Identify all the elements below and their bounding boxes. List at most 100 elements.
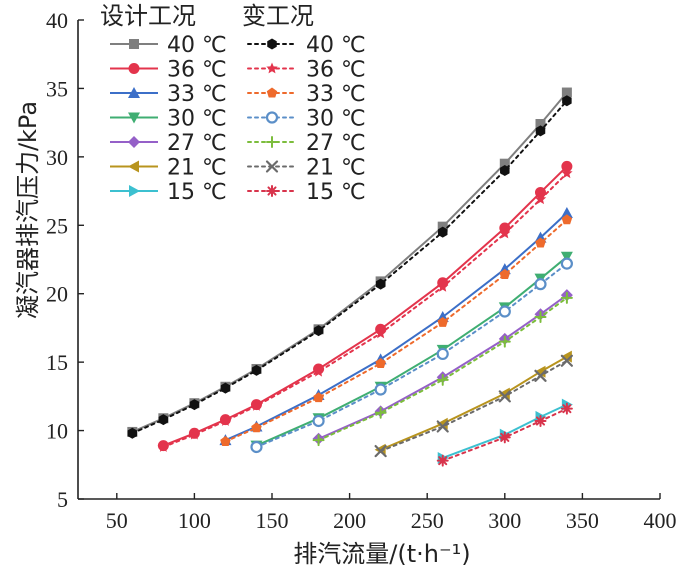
data-point <box>189 399 200 411</box>
legend-item: 27 ℃ <box>247 131 366 156</box>
data-point <box>128 160 139 173</box>
legend-item: 30 ℃ <box>110 107 227 132</box>
data-point <box>499 158 510 169</box>
legend-item: 15 ℃ <box>247 180 366 205</box>
data-point <box>437 226 448 238</box>
legend-label: 21 ℃ <box>167 156 227 181</box>
series-line <box>318 294 568 440</box>
legend-label: 30 ℃ <box>167 107 227 132</box>
y-tick-label: 10 <box>46 419 68 444</box>
data-point <box>374 383 387 396</box>
data-point <box>250 399 263 411</box>
data-point <box>560 354 573 367</box>
data-point <box>500 165 510 177</box>
series-line <box>163 165 568 447</box>
legend-label: 33 ℃ <box>167 82 227 107</box>
data-point <box>128 136 140 148</box>
plot-series <box>127 87 573 467</box>
data-point <box>561 87 572 98</box>
legend-label: 36 ℃ <box>167 58 227 83</box>
data-point <box>436 373 449 386</box>
data-point <box>499 227 511 239</box>
data-point <box>128 63 140 74</box>
legend-group-title-variable: 变工况 <box>242 2 314 30</box>
data-point <box>498 387 510 400</box>
x-tick-label: 50 <box>106 508 128 533</box>
data-point <box>266 87 278 98</box>
series-line <box>256 256 568 447</box>
legend-item: 36 ℃ <box>110 58 227 83</box>
data-point <box>498 335 511 348</box>
data-point <box>560 206 573 218</box>
data-point <box>128 87 140 98</box>
series-line <box>441 407 568 462</box>
legend-item: 21 ℃ <box>247 156 366 181</box>
series-variable-10 <box>250 257 573 454</box>
legend-item: 40 ℃ <box>247 33 366 58</box>
data-point <box>266 136 278 148</box>
x-tick-label: 300 <box>488 508 521 533</box>
data-point <box>267 38 277 50</box>
legend-label: 36 ℃ <box>306 58 366 83</box>
series-line <box>224 212 568 442</box>
data-point <box>437 280 449 292</box>
data-point <box>436 420 449 433</box>
data-point <box>265 111 279 124</box>
legend-item: 33 ℃ <box>247 82 366 107</box>
series-line <box>442 403 568 459</box>
y-tick-label: 20 <box>46 282 68 307</box>
data-point <box>534 278 547 291</box>
data-point <box>560 257 573 270</box>
x-tick-label: 250 <box>411 508 444 533</box>
data-point <box>561 167 573 179</box>
series-variable-13 <box>436 402 573 467</box>
legend-item: 30 ℃ <box>247 107 366 132</box>
legend-item: 15 ℃ <box>110 180 227 205</box>
series-line <box>317 296 568 442</box>
data-point <box>265 160 279 173</box>
legend-label: 27 ℃ <box>306 131 366 156</box>
x-tick-label: 350 <box>566 508 599 533</box>
data-point <box>312 434 325 447</box>
data-point <box>535 125 546 137</box>
data-point <box>437 316 448 327</box>
data-point <box>158 414 169 426</box>
data-point <box>374 445 387 458</box>
data-point <box>375 358 386 368</box>
data-point <box>374 406 387 419</box>
y-tick-label: 30 <box>46 145 68 170</box>
series-design-3 <box>250 251 573 452</box>
series-variable-11 <box>312 291 573 447</box>
data-point <box>157 440 170 452</box>
data-point <box>534 310 547 323</box>
x-tick-label: 400 <box>644 508 677 533</box>
y-tick-label: 5 <box>57 487 68 512</box>
axes: 50 100 150 200 250 300 350 400 5 10 15 20 25 30 35 40 <box>46 8 677 533</box>
y-axis-title: 凝汽器排汽压力/kPa <box>14 101 42 319</box>
x-tick-label: 100 <box>178 508 211 533</box>
series-variable-7 <box>127 95 572 439</box>
data-point <box>534 193 547 205</box>
x-tick-label: 200 <box>333 508 366 533</box>
data-point <box>535 237 546 248</box>
data-point <box>129 39 139 49</box>
data-point <box>220 436 231 446</box>
legend-label: 33 ℃ <box>306 82 366 107</box>
data-point <box>534 186 546 198</box>
data-point <box>266 62 278 74</box>
data-point <box>375 278 386 290</box>
data-point <box>313 392 324 403</box>
y-tick-label: 40 <box>46 8 68 33</box>
data-point <box>251 422 262 433</box>
data-point <box>188 428 201 440</box>
data-point <box>129 185 140 197</box>
legend-item: 36 ℃ <box>247 58 366 83</box>
data-point <box>251 364 262 376</box>
series-line <box>224 218 568 443</box>
data-point <box>534 414 547 427</box>
data-point <box>534 369 547 382</box>
data-point <box>436 417 448 430</box>
legend-item: 21 ℃ <box>110 156 227 181</box>
x-tick-label: 150 <box>256 508 289 533</box>
data-point <box>250 440 263 454</box>
